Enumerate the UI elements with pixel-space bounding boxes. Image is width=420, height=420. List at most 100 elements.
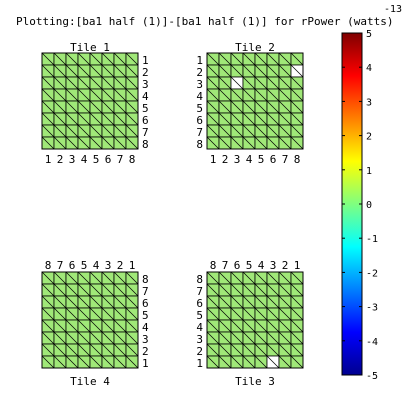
cell-diagonal xyxy=(230,88,244,102)
cell-diagonal xyxy=(53,124,67,138)
tile-col-label: 4 xyxy=(81,153,88,166)
cell-diagonal xyxy=(113,343,127,357)
colorbar-tick-label: 3 xyxy=(366,97,372,108)
tile-row-label: 4 xyxy=(142,90,149,103)
cell-diagonal xyxy=(41,307,55,321)
cell-diagonal xyxy=(278,136,292,150)
cell-diagonal xyxy=(125,331,139,345)
colorbar-tick-label: 4 xyxy=(366,63,372,74)
cell-diagonal xyxy=(89,88,103,102)
tile-row-label: 2 xyxy=(196,345,203,358)
cell-diagonal xyxy=(53,64,67,78)
cell-diagonal xyxy=(53,76,67,90)
cell-diagonal xyxy=(290,331,304,345)
cell-diagonal xyxy=(230,136,244,150)
tile-row-label: 2 xyxy=(142,66,149,79)
tile-col-label: 7 xyxy=(282,153,289,166)
cell-diagonal xyxy=(254,76,268,90)
cell-diagonal xyxy=(206,331,220,345)
cell-diagonal xyxy=(254,343,268,357)
cell-diagonal xyxy=(89,295,103,309)
cell-diagonal xyxy=(206,124,220,138)
cell-diagonal xyxy=(65,283,79,297)
cell-diagonal xyxy=(89,271,103,285)
cell-diagonal xyxy=(101,76,115,90)
cell-diagonal xyxy=(113,112,127,126)
cell-diagonal xyxy=(77,100,91,114)
tile-col-label: 5 xyxy=(258,153,265,166)
tile-row-label: 8 xyxy=(196,273,203,286)
chart-title: Plotting:[ba1 half (1)]-[ba1 half (1)] f… xyxy=(16,15,394,28)
tile-row-label: 3 xyxy=(142,333,149,346)
cell-diagonal xyxy=(41,343,55,357)
cell-diagonal xyxy=(230,343,244,357)
cell-diagonal xyxy=(242,319,256,333)
tile-col-label: 4 xyxy=(258,259,265,272)
cell-diagonal xyxy=(230,295,244,309)
cell-diagonal xyxy=(218,331,232,345)
cell-diagonal xyxy=(113,64,127,78)
cell-diagonal xyxy=(53,319,67,333)
cell-diagonal xyxy=(290,355,304,369)
tile-row-label: 5 xyxy=(196,309,203,322)
cell-diagonal xyxy=(53,52,67,66)
cell-diagonal xyxy=(206,88,220,102)
cell-diagonal xyxy=(113,307,127,321)
cell-diagonal xyxy=(65,64,79,78)
cell-diagonal xyxy=(77,307,91,321)
cell-diagonal xyxy=(125,319,139,333)
cell-diagonal xyxy=(218,52,232,66)
cell-diagonal xyxy=(65,331,79,345)
cell-diagonal xyxy=(89,283,103,297)
cell-diagonal xyxy=(218,307,232,321)
cell-diagonal xyxy=(242,100,256,114)
tile-row-label: 3 xyxy=(142,78,149,91)
cell-diagonal xyxy=(77,343,91,357)
cell-diagonal xyxy=(230,100,244,114)
cell-diagonal xyxy=(65,124,79,138)
tile-col-label: 6 xyxy=(69,259,76,272)
cell-diagonal xyxy=(278,307,292,321)
cell-diagonal xyxy=(278,355,292,369)
cell-diagonal xyxy=(125,88,139,102)
cell-diagonal xyxy=(53,331,67,345)
cell-diagonal xyxy=(77,112,91,126)
cell-diagonal xyxy=(242,112,256,126)
cell-diagonal xyxy=(218,112,232,126)
cell-diagonal xyxy=(266,271,280,285)
cell-diagonal xyxy=(113,88,127,102)
cell-diagonal xyxy=(89,124,103,138)
cell-diagonal xyxy=(65,343,79,357)
colorbar-tick-label: -4 xyxy=(366,337,378,348)
cell-diagonal xyxy=(101,331,115,345)
tile-row-label: 3 xyxy=(196,78,203,91)
cell-diagonal xyxy=(206,283,220,297)
cell-diagonal xyxy=(254,112,268,126)
tile-border xyxy=(41,52,139,150)
colorbar-tick-label: -1 xyxy=(366,234,378,245)
cell-diagonal xyxy=(53,283,67,297)
cell-diagonal xyxy=(278,271,292,285)
cell-diagonal xyxy=(125,136,139,150)
cell-diagonal xyxy=(77,271,91,285)
cell-diagonal xyxy=(254,331,268,345)
cell-diagonal xyxy=(278,76,292,90)
tile-row-label: 8 xyxy=(142,138,149,151)
cell-diagonal xyxy=(101,100,115,114)
cell-diagonal xyxy=(65,295,79,309)
cell-diagonal xyxy=(125,271,139,285)
cell-diagonal xyxy=(89,136,103,150)
cell-diagonal xyxy=(206,76,220,90)
cell-diagonal xyxy=(266,307,280,321)
tile-title: Tile 4 xyxy=(70,375,110,388)
colorbar-tick-label: -2 xyxy=(366,268,378,279)
cell-diagonal xyxy=(53,355,67,369)
cell-diagonal xyxy=(242,343,256,357)
cell-diagonal xyxy=(65,355,79,369)
tile-col-label: 2 xyxy=(282,259,289,272)
cell-diagonal xyxy=(218,295,232,309)
cell-diagonal xyxy=(290,271,304,285)
cell-diagonal xyxy=(65,88,79,102)
